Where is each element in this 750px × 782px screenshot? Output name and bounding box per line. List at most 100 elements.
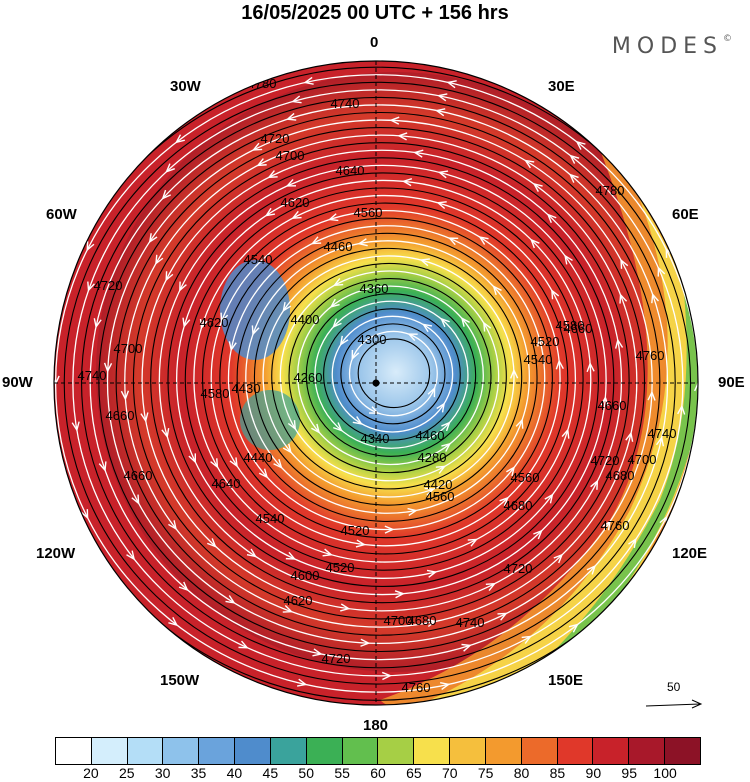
wind-arrow-icon <box>509 368 519 379</box>
colorbar-tick-label: 95 <box>621 765 638 781</box>
contour-label: 4280 <box>418 450 447 465</box>
colorbar-swatch <box>414 738 451 764</box>
wind-arrow-icon <box>419 258 430 267</box>
wind-arrow-icon <box>165 163 175 173</box>
contour-label: 4560 <box>426 489 455 504</box>
contour-label: 4560 <box>511 470 540 485</box>
wind-arrow-icon <box>155 254 164 266</box>
height-contour <box>150 157 615 604</box>
contour-label: 4740 <box>331 96 360 111</box>
wind-arrow-icon <box>555 359 564 370</box>
colorbar-tick-label: 100 <box>653 765 677 781</box>
contour-label: 4620 <box>281 195 310 210</box>
contour-label: 4540 <box>256 511 285 526</box>
contour-label: 4660 <box>124 468 153 483</box>
wind-arrow-icon <box>282 301 292 313</box>
contour-label: 4460 <box>416 428 445 443</box>
wind-arrow-icon <box>569 154 580 164</box>
wind-arrow-icon <box>287 420 297 431</box>
wind-arrow-icon <box>483 321 492 332</box>
wind-arrow-icon <box>381 671 393 681</box>
wind-arrow-icon <box>228 341 237 352</box>
contour-label: 4720 <box>322 651 351 666</box>
wind-arrow-icon <box>619 293 628 304</box>
wind-arrow-icon <box>251 325 260 336</box>
wind-arrow-icon <box>625 431 634 442</box>
wind-arrow-icon <box>310 236 322 245</box>
lon-label-60e: 60E <box>672 206 699 223</box>
wind-arrow-icon <box>178 581 189 592</box>
height-contour <box>340 323 446 425</box>
height-contour <box>271 262 507 490</box>
wind-arrow-icon <box>103 362 113 373</box>
height-contour <box>236 232 538 522</box>
wind-arrow-icon <box>568 173 579 183</box>
colorbar-swatch <box>485 738 522 764</box>
contour-label: 4720 <box>94 278 123 293</box>
wind-arrow-icon <box>485 582 497 591</box>
colorbar-tick-label: 40 <box>226 765 243 781</box>
colorbar-tick-label: 35 <box>190 765 207 781</box>
contour-label: 4620 <box>200 315 229 330</box>
wind-arrow-icon <box>161 189 172 200</box>
wind-arrow-icon <box>434 108 446 117</box>
wind-arrow-icon <box>694 381 698 392</box>
wind-streamline <box>314 300 469 449</box>
wind-arrow-icon <box>389 116 400 125</box>
colorbar-swatch <box>378 738 415 764</box>
wind-arrow-icon <box>657 266 666 277</box>
wind-arrow-icon <box>210 458 219 469</box>
colorbar-tick-label: 90 <box>585 765 602 781</box>
wind-arrow-icon <box>421 323 433 333</box>
lon-label-90e: 90E <box>718 374 745 391</box>
wind-arrow-icon <box>647 390 656 401</box>
wind-arrow-icon <box>246 548 257 558</box>
height-contour <box>305 293 477 457</box>
wind-arrow-icon <box>264 207 276 217</box>
wind-arrow-icon <box>285 112 297 121</box>
lon-label-180: 180 <box>363 717 389 734</box>
pole-marker <box>372 379 380 387</box>
contour-label: 4660 <box>598 398 627 413</box>
height-contour <box>132 142 630 620</box>
colorbar-swatch <box>593 738 630 764</box>
wind-arrow-icon <box>586 564 597 575</box>
wind-arrow-icon <box>446 80 457 89</box>
wind-arrow-icon <box>435 465 447 474</box>
brand-name: MODES <box>611 34 723 59</box>
lon-label-30w: 30W <box>170 78 201 95</box>
colorbar-tick-label: 55 <box>334 765 350 781</box>
colorbar-swatch <box>306 738 343 764</box>
colorbar-tick-label: 75 <box>477 765 494 781</box>
wind-arrow-icon <box>168 617 179 627</box>
wind-arrow-icon <box>329 298 340 308</box>
wind-arrow-icon <box>182 317 191 329</box>
wind-arrow-icon <box>447 237 459 246</box>
wind-arrow-icon <box>332 318 342 329</box>
wind-arrow-icon <box>478 236 489 245</box>
wind-arrow-icon <box>521 635 532 644</box>
colorbar-swatch <box>127 738 164 764</box>
colorbar-swatch <box>557 738 594 764</box>
wind-arrow-icon <box>440 681 451 691</box>
wind-streamline <box>158 164 607 596</box>
wind-arrow-icon <box>551 289 560 300</box>
contour-label: 4720 <box>591 453 620 468</box>
contour-label: 4740 <box>648 426 677 441</box>
wind-arrow-icon <box>303 76 314 85</box>
lon-label-150w: 150W <box>160 672 200 689</box>
wind-arrow-icon <box>161 427 170 439</box>
arrow-icon <box>645 699 703 709</box>
contour-label: 4680 <box>606 468 635 483</box>
wind-arrow-icon <box>614 338 624 349</box>
contour-label: 4560 <box>354 205 383 220</box>
wind-arrow-icon <box>397 132 408 141</box>
wind-arrow-icon <box>407 507 418 517</box>
wind-arrow-icon <box>427 386 436 398</box>
wind-arrow-icon <box>168 520 178 531</box>
wind-streamline <box>89 104 669 661</box>
contour-label: 4540 <box>524 352 553 367</box>
colorbar-tick-label: 25 <box>118 765 135 781</box>
wind-arrow-icon <box>238 640 249 649</box>
